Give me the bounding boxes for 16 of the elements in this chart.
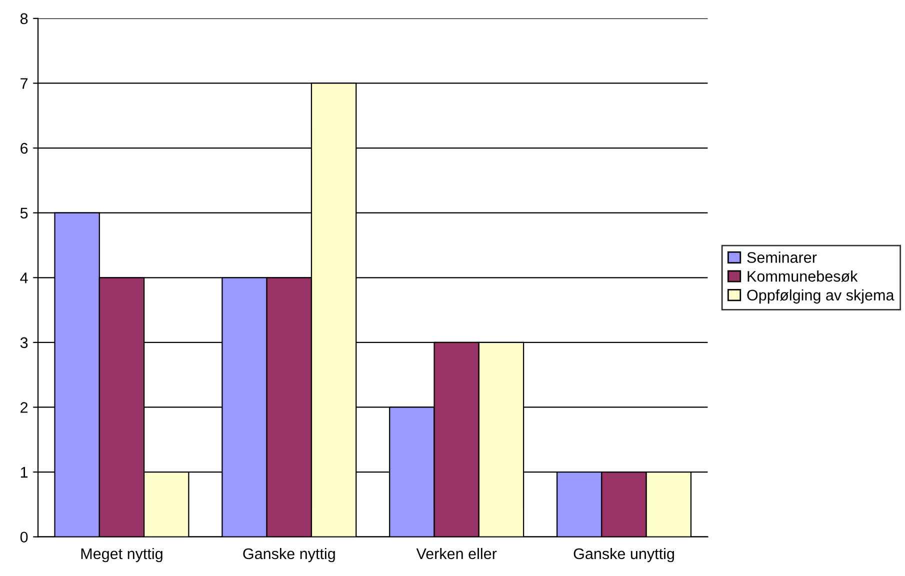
y-tick-label: 5 [20, 208, 28, 219]
x-tick-label: Verken eller [416, 548, 497, 560]
y-tick-label: 2 [20, 402, 28, 413]
x-tick-label: Ganske nyttig [243, 548, 335, 562]
legend-label: Seminarer [747, 252, 817, 263]
x-tick-label: Ganske unyttig [574, 548, 674, 562]
y-tick-label: 3 [20, 337, 28, 348]
y-tick-label: 7 [20, 78, 28, 89]
y-tick-label: 1 [20, 467, 28, 478]
legend-label: Oppfølging av skjema [747, 289, 894, 304]
x-tick-label: Meget nyttig [81, 548, 162, 562]
y-tick-label: 0 [20, 532, 28, 543]
legend-label: Kommunebesøk [748, 270, 858, 282]
y-tick-label: 4 [20, 272, 28, 284]
y-tick-label: 6 [20, 142, 28, 154]
y-tick-label: 8 [20, 13, 28, 24]
